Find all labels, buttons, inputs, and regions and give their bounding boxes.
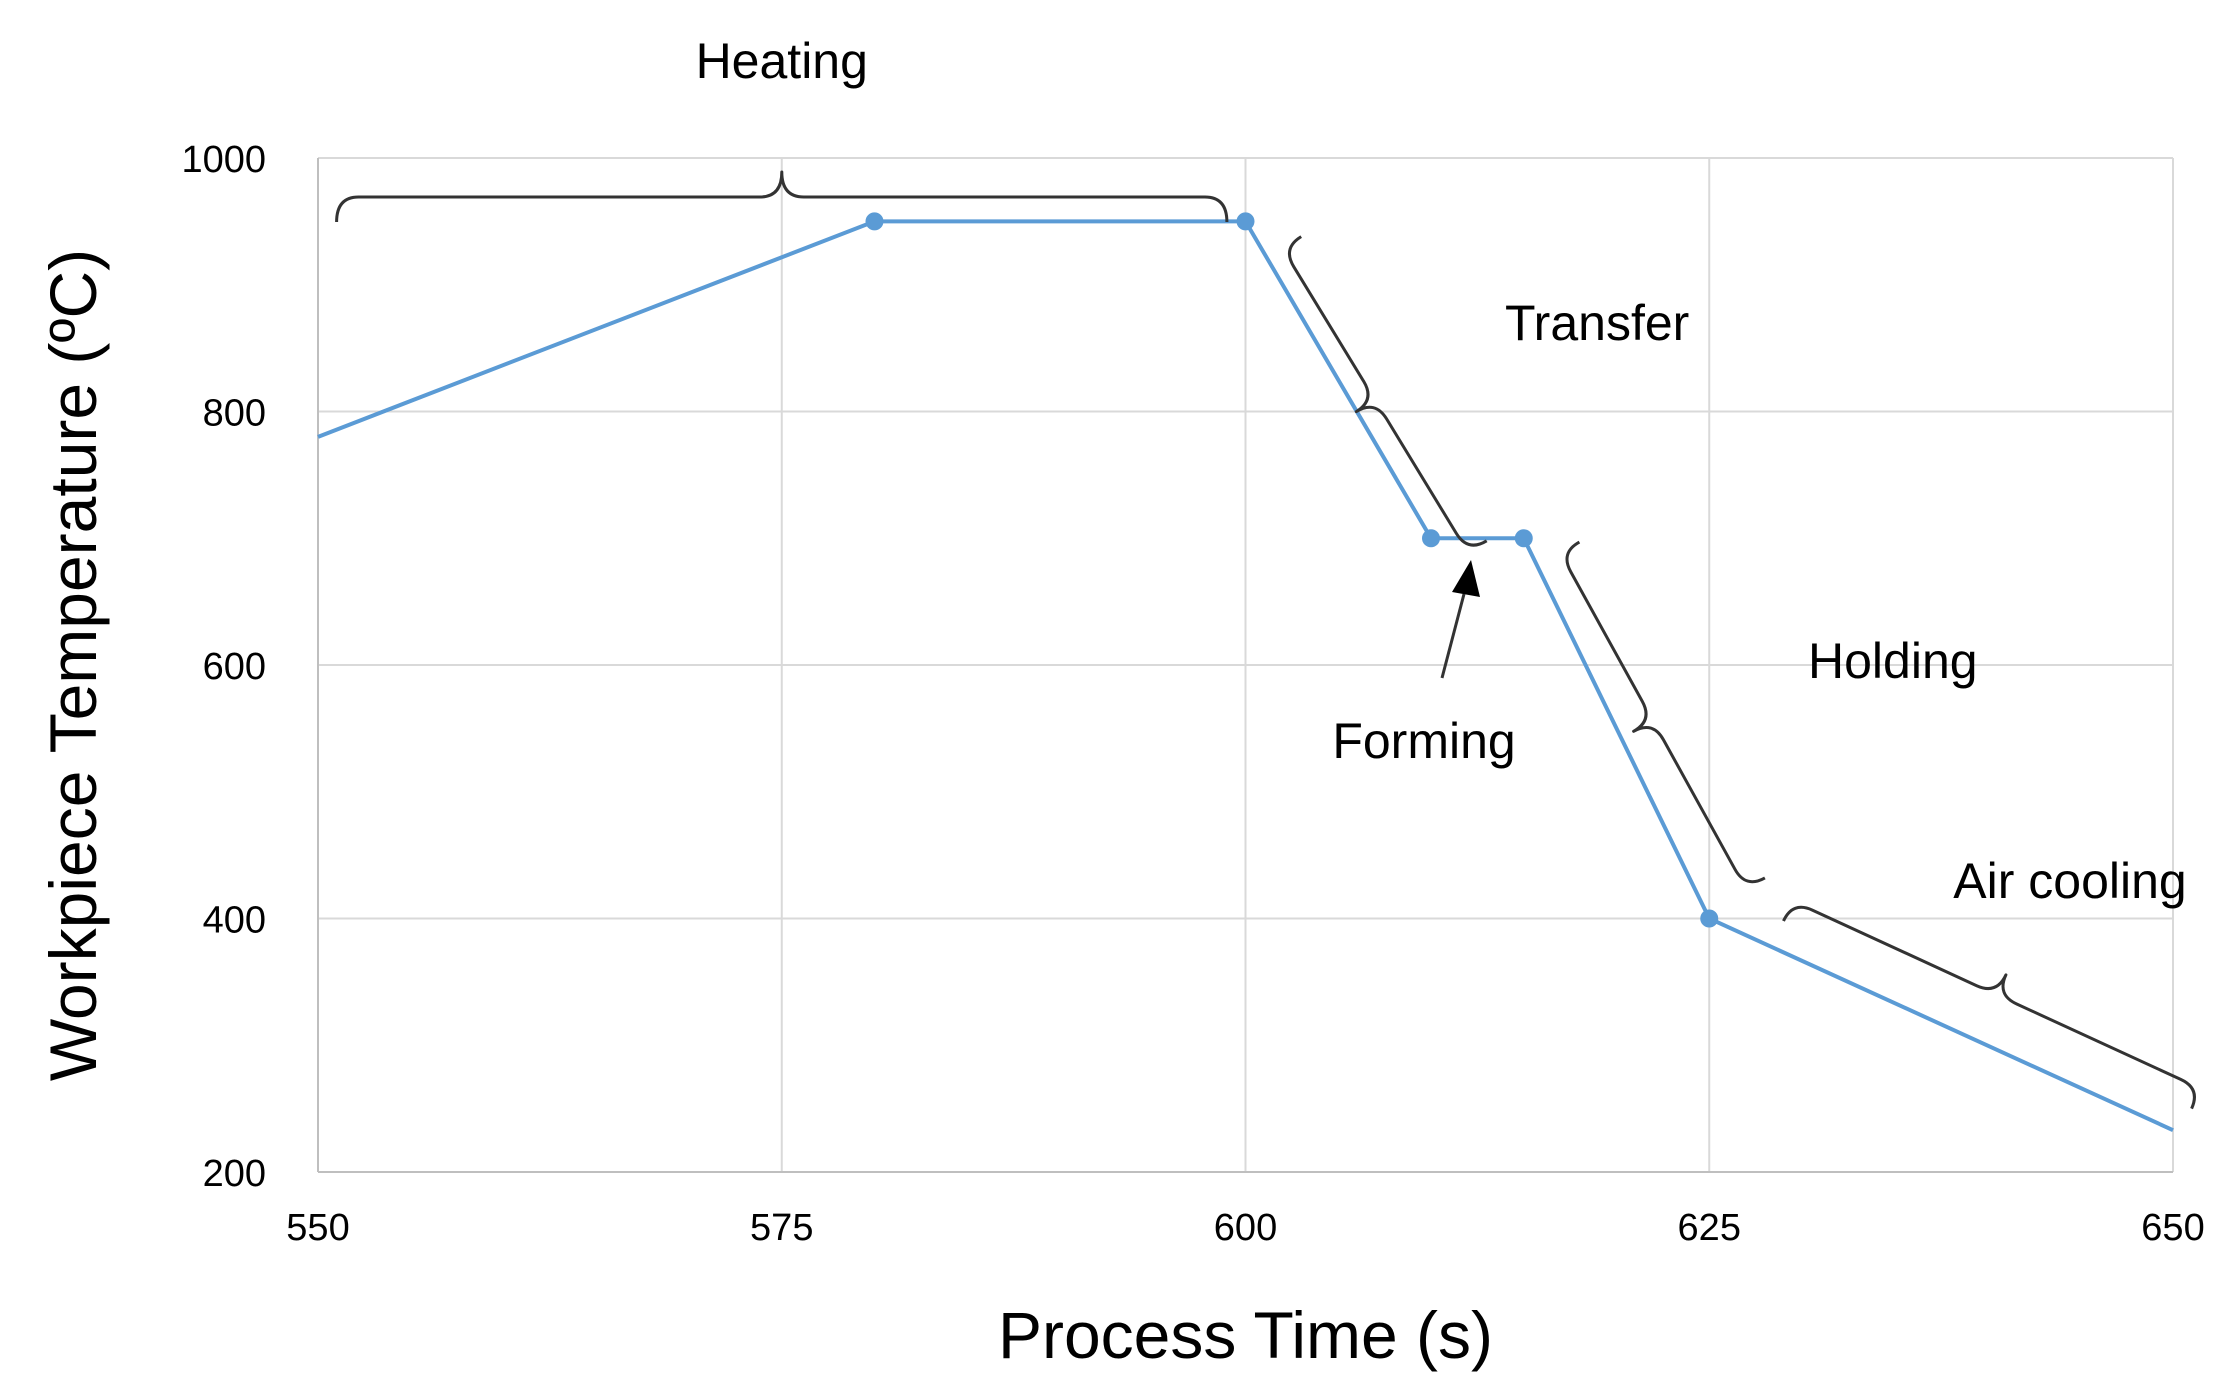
air-cooling-label: Air cooling (1953, 853, 2186, 909)
holding-brace (1565, 540, 1766, 884)
transfer-label: Transfer (1505, 295, 1689, 351)
y-tick-label: 600 (203, 646, 266, 688)
forming-label: Forming (1332, 713, 1515, 769)
x-tick-label: 650 (2141, 1207, 2204, 1249)
x-tick-label: 600 (1214, 1207, 1277, 1249)
y-tick-label: 400 (203, 900, 266, 942)
x-axis-title: Process Time (s) (998, 1298, 1493, 1372)
y-tick-label: 1000 (181, 139, 266, 181)
series (317, 212, 2174, 1132)
air-cooling-brace (1782, 905, 2196, 1110)
tick-labels: 200 400 600 800 1000 550 575 600 625 650 (181, 139, 2204, 1249)
grid-lines (318, 157, 2174, 1172)
holding-label: Holding (1808, 633, 1978, 689)
data-point (865, 212, 884, 231)
heating-label: Heating (696, 33, 868, 89)
transfer-brace (1288, 235, 1488, 547)
forming-arrow (1440, 593, 1466, 679)
data-point (1236, 212, 1255, 231)
data-point (1514, 529, 1533, 548)
data-point (1700, 909, 1719, 928)
axes (317, 158, 2173, 1173)
x-tick-label: 625 (1678, 1207, 1741, 1249)
heating-brace (335, 170, 1229, 223)
y-tick-label: 800 (203, 393, 266, 435)
forming-arrowhead (1452, 560, 1480, 597)
data-point (1422, 529, 1440, 548)
y-axis-title: Workpiece Temperature (ºC) (36, 249, 110, 1081)
x-tick-label: 575 (750, 1207, 813, 1249)
y-tick-label: 200 (203, 1153, 266, 1195)
annotations: Heating Transfer Forming Holding Air cooling (335, 33, 2196, 1110)
x-tick-label: 550 (286, 1207, 349, 1249)
